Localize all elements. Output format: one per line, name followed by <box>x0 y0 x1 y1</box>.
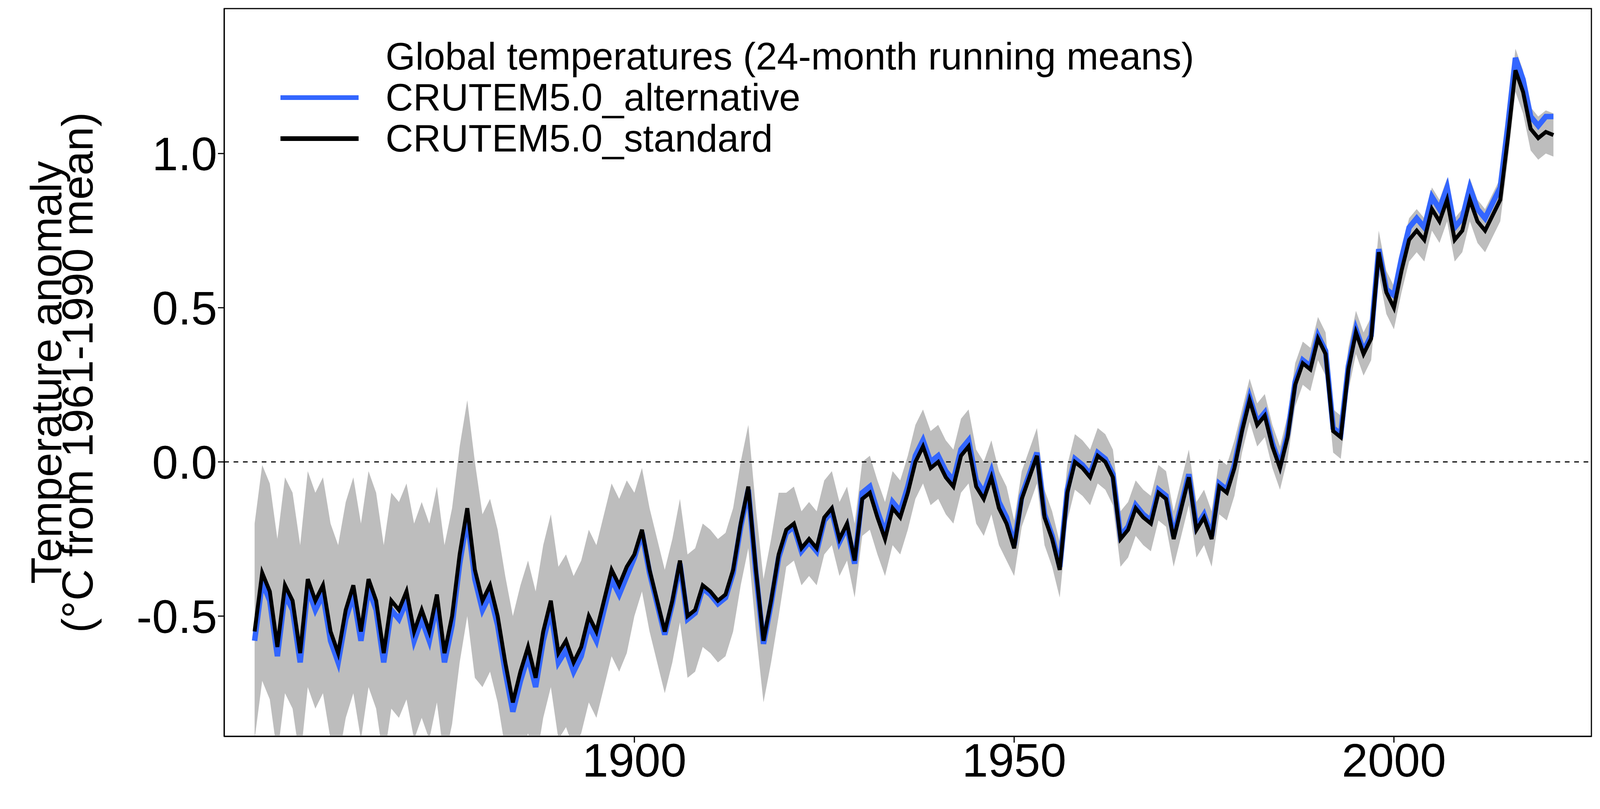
html-text:CRUTEM5.0_alternative: CRUTEM5.0_alternative <box>385 75 801 119</box>
svg-text:1.0: 1.0 <box>151 127 218 181</box>
svg-text:1950: 1950 <box>962 734 1067 787</box>
svg-text:1900: 1900 <box>582 734 687 787</box>
svg-text:Temperature anomaly: Temperature anomaly <box>21 161 71 585</box>
svg-text:-0.5: -0.5 <box>136 590 218 643</box>
html-text:Global temperatures (24-month: Global temperatures (24-month running me… <box>385 34 1195 78</box>
svg-text:(°C from 1961-1990 mean): (°C from 1961-1990 mean) <box>53 112 102 633</box>
svg-text:2000: 2000 <box>1341 734 1447 787</box>
svg-text:0.5: 0.5 <box>151 282 218 335</box>
html-text:CRUTEM5.0_standard: CRUTEM5.0_standard <box>385 116 773 160</box>
svg-text:0.0: 0.0 <box>151 436 218 489</box>
